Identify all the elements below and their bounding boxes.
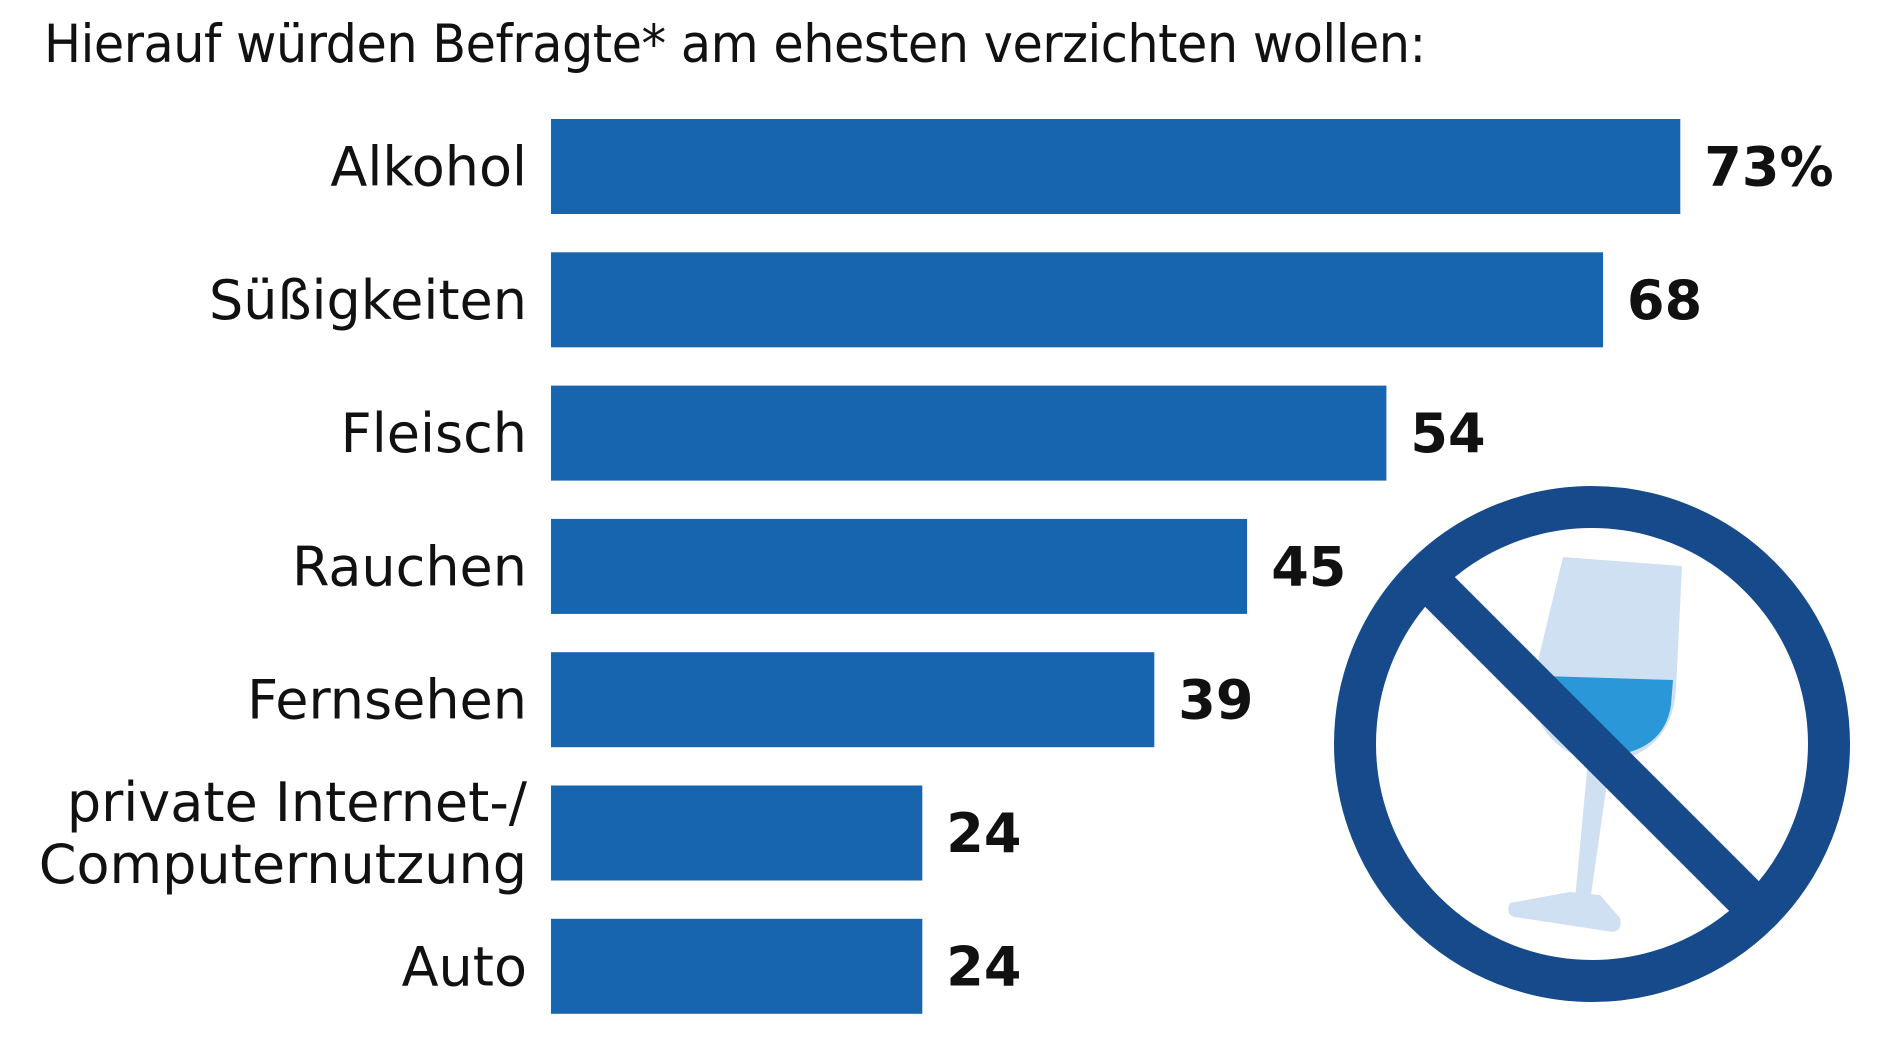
bar-row: Süßigkeiten 68 [209,252,1702,348]
bar [551,785,923,881]
category-label: Rauchen [292,535,527,598]
value-label: 24 [946,935,1021,998]
bar [551,252,1603,348]
bar-row: private Internet-/Computernutzung 24 [39,771,1022,896]
value-label: 24 [946,802,1021,865]
value-label: 54 [1410,402,1485,465]
value-label: 45 [1271,535,1346,598]
bar-row: Fernsehen 39 [247,652,1253,748]
category-label: Auto [402,935,527,998]
category-label: Fernsehen [247,669,527,732]
category-label: Computernutzung [39,833,527,896]
value-label: 68 [1627,269,1702,332]
chart-title: Hierauf würden Befragte* am ehesten verz… [44,14,1426,75]
bar-row: Alkohol 73% [330,119,1834,214]
bar [551,385,1387,481]
category-label: Süßigkeiten [209,269,527,332]
bar-row: Fleisch 54 [341,385,1486,481]
bars-layer: Alkohol 73% Süßigkeiten 68 Fleisch 54 Rauchen 4… [39,119,1834,1014]
prohibition-ring [1334,486,1850,1002]
bar [551,518,1248,614]
bar-row: Rauchen 45 [292,518,1346,614]
bar [551,652,1155,748]
bar [551,918,923,1014]
value-label: 73% [1704,136,1833,199]
bar-row: Auto 24 [402,918,1021,1014]
value-label: 39 [1178,669,1253,732]
prohibition-slash [1409,561,1775,927]
glass-stem [1575,760,1610,902]
category-label: Alkohol [330,136,527,199]
category-label: Fleisch [341,402,527,465]
glass-foot [1508,892,1621,932]
no-alcohol-icon [1334,486,1850,1002]
bar [551,119,1681,214]
category-label: private Internet-/ [67,771,528,834]
